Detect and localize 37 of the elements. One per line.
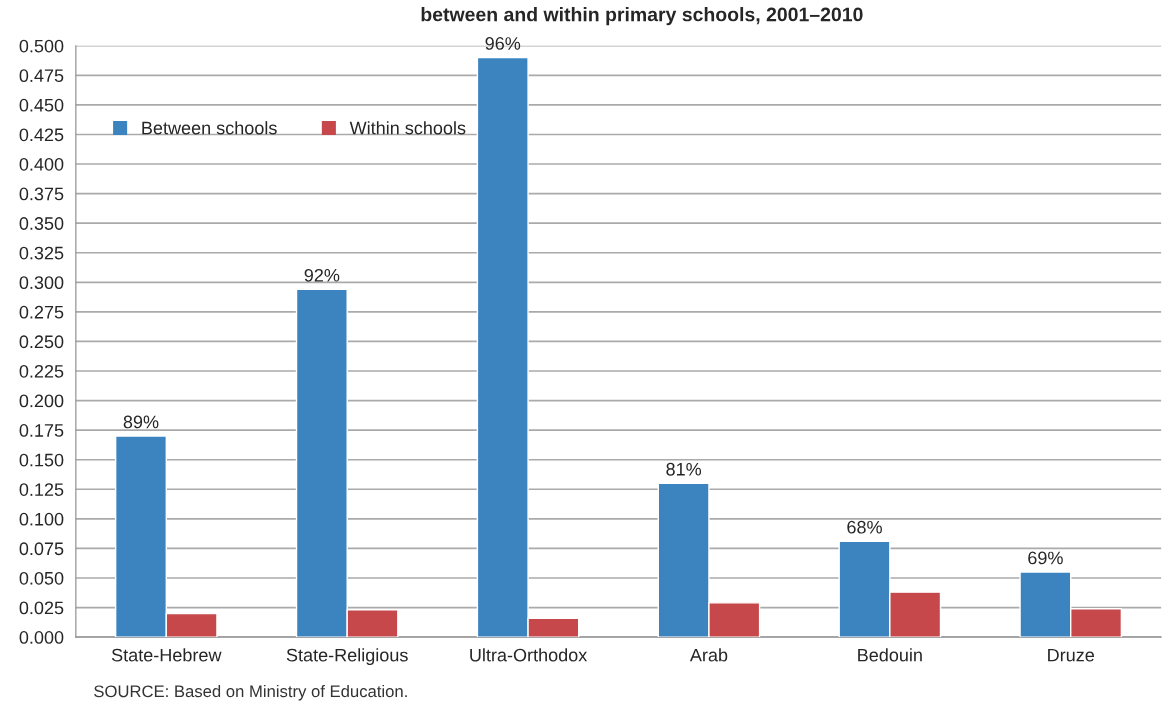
x-tick-label: Druze	[1048, 648, 1094, 662]
y-tick-label: 0.025	[19, 601, 64, 615]
x-tick-label: State-Religious	[286, 648, 408, 666]
x-tick-label: State-Hebrew	[111, 648, 222, 662]
y-tick-label: 0.000	[19, 631, 64, 644]
y-tick-label: 0.075	[19, 542, 64, 556]
annotation: 68%	[847, 520, 882, 534]
source-note: SOURCE: Based on Ministry of Education.	[94, 684, 407, 701]
annotation: 81%	[666, 462, 702, 476]
y-tick-label: 0.325	[19, 246, 64, 260]
legend-label: Within schools	[349, 121, 466, 135]
chart-title: between and within primary schools, 2001–2010	[421, 7, 863, 26]
y-tick-label: 0.100	[19, 512, 64, 526]
y-tick-label: 0.450	[19, 98, 64, 112]
y-tick-label: 0.275	[19, 305, 64, 319]
annotation: 92%	[304, 268, 340, 282]
y-tick-label: 0.175	[19, 424, 64, 437]
y-tick-label: 0.475	[19, 69, 64, 83]
annotation: 96%	[485, 37, 521, 50]
y-tick-label: 0.200	[19, 394, 64, 408]
y-tick-label: 0.150	[19, 453, 64, 467]
y-tick-label: 0.400	[19, 157, 64, 171]
y-tick-label: 0.050	[19, 571, 64, 585]
y-tick-label: 0.250	[19, 335, 64, 349]
y-tick-label: 0.300	[19, 276, 64, 290]
y-tick-label: 0.500	[19, 39, 64, 53]
y-tick-label: 0.225	[19, 364, 64, 378]
x-tick-label: Bedouin	[858, 648, 922, 662]
annotation: 69%	[1028, 551, 1063, 565]
annotation: 89%	[123, 415, 159, 429]
y-tick-label: 0.425	[19, 128, 64, 142]
y-tick-label: 0.375	[19, 187, 64, 201]
legend-label: Between schools	[142, 121, 277, 135]
x-tick-label: Arab	[689, 648, 728, 662]
x-tick-label: Ultra-Orthodox	[470, 648, 588, 662]
y-tick-label: 0.350	[19, 217, 64, 230]
y-tick-label: 0.125	[19, 483, 64, 496]
